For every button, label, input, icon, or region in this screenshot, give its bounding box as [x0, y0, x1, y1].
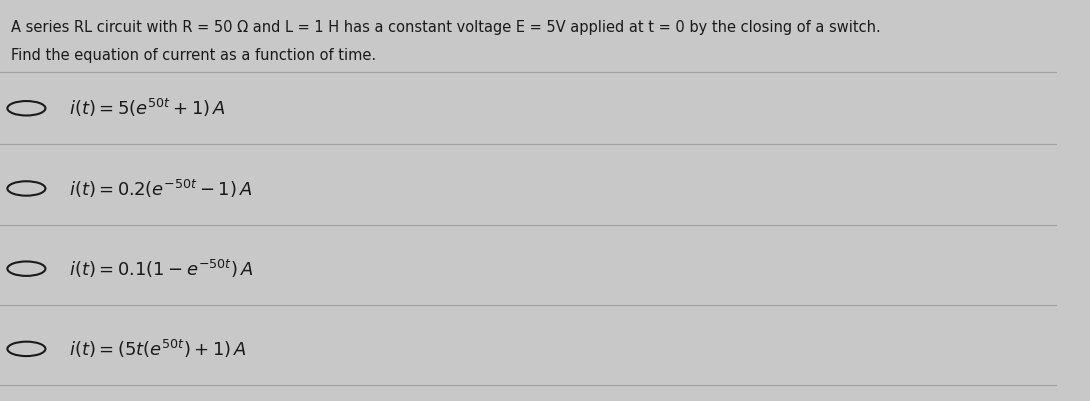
Text: $i(t) = 5(e^{50t} + 1)\, A$: $i(t) = 5(e^{50t} + 1)\, A$ — [69, 97, 226, 119]
Text: $i(t) = 0.1(1 - e^{-50t})\, A$: $i(t) = 0.1(1 - e^{-50t})\, A$ — [69, 257, 253, 280]
Text: Find the equation of current as a function of time.: Find the equation of current as a functi… — [11, 48, 376, 63]
Text: A series RL circuit with R = 50 Ω and L = 1 H has a constant voltage E = 5V appl: A series RL circuit with R = 50 Ω and L … — [11, 20, 881, 35]
Text: $i(t) = (5t(e^{50t}) + 1)\, A$: $i(t) = (5t(e^{50t}) + 1)\, A$ — [69, 338, 246, 360]
Text: $i(t) = 0.2(e^{-50t} - 1)\, A$: $i(t) = 0.2(e^{-50t} - 1)\, A$ — [69, 177, 252, 200]
